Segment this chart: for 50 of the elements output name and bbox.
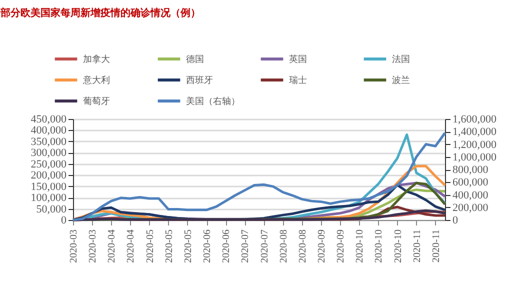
x-tick-label: 2020-08 (297, 230, 308, 263)
y2-tick-label: 0 (452, 214, 458, 226)
y-tick-label: 250,000 (30, 158, 67, 170)
x-tick-label: 2020-04 (106, 230, 118, 263)
x-tick-label: 2020-03 (88, 230, 99, 263)
y2-tick-label: 1,000,000 (452, 151, 497, 164)
x-tick-label: 2020-11 (430, 230, 442, 262)
x-tick-label: 2020-07 (240, 230, 252, 263)
x-tick-label: 2020-10 (354, 230, 366, 263)
legend-label: 美国（右轴） (186, 96, 240, 106)
y2-tick-label: 1,600,000 (452, 114, 497, 126)
chart-title: 部分欧美国家每周新增疫情的确诊情况（例） (0, 7, 200, 19)
y-tick-label: 200,000 (30, 170, 67, 182)
legend-label: 波兰 (392, 75, 410, 85)
x-tick-label: 2020-08 (278, 230, 290, 263)
x-tick-label: 2020-05 (164, 230, 175, 263)
y-tick-label: 350,000 (30, 136, 67, 148)
x-tick-label: 2020-04 (126, 230, 137, 263)
y-tick-label: 300,000 (30, 147, 67, 160)
x-tick-label: 2020-05 (182, 230, 194, 263)
y2-tick-label: 1,200,000 (452, 138, 497, 151)
y2-tick-label: 800,000 (452, 164, 489, 176)
x-tick-label: 2020-06 (221, 230, 232, 263)
y2-tick-label: 1,400,000 (452, 126, 497, 138)
legend-label: 英国 (289, 54, 307, 64)
y-tick-label: 400,000 (30, 124, 67, 137)
y2-tick-label: 400,000 (452, 189, 489, 202)
legend-label: 德国 (186, 54, 204, 64)
legend-label: 加拿大 (83, 54, 110, 64)
legend-label: 葡萄牙 (83, 96, 110, 106)
x-tick-label: 2020-09 (336, 230, 347, 263)
x-tick-label: 2020-11 (412, 230, 423, 262)
y-tick-label: 50,000 (36, 203, 67, 216)
legend-label: 法国 (392, 54, 410, 64)
legend-label: 瑞士 (289, 75, 307, 85)
x-tick-label: 2020-09 (316, 230, 328, 263)
y-tick-label: 450,000 (30, 114, 67, 126)
y-tick-label: 100,000 (30, 192, 67, 204)
y-tick-label: 150,000 (30, 180, 67, 193)
y-tick-label: 0 (61, 214, 67, 226)
legend-label: 意大利 (82, 75, 110, 85)
x-tick-label: 2020-10 (374, 230, 385, 263)
x-tick-label: 2020-05 (144, 230, 156, 263)
x-tick-label: 2020-07 (259, 230, 270, 263)
y2-tick-label: 200,000 (452, 202, 489, 214)
y2-tick-label: 600,000 (452, 176, 489, 189)
legend-label: 西班牙 (186, 75, 213, 85)
x-tick-label: 2020-06 (202, 230, 214, 263)
x-tick-label: 2020-10 (392, 230, 404, 263)
x-tick-label: 2020-03 (68, 230, 80, 263)
